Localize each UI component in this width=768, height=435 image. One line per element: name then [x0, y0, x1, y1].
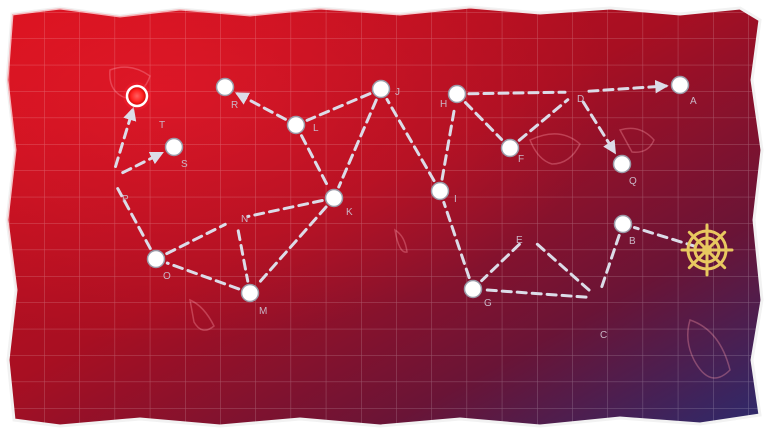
route-P-S [121, 151, 164, 175]
node-label-G: G [484, 298, 492, 309]
node-label-O: O [163, 271, 171, 282]
map-node-I[interactable] [430, 181, 450, 201]
route-K-M [256, 205, 328, 286]
route-K-N [246, 199, 324, 218]
node-label-T: T [159, 120, 165, 131]
map-node-S[interactable] [164, 137, 184, 157]
ship-wheel-icon[interactable] [680, 223, 734, 277]
node-label-H: H [440, 99, 447, 110]
node-label-P: P [122, 194, 129, 205]
map-node-T[interactable] [123, 82, 151, 110]
map-node-H[interactable] [447, 84, 467, 104]
map-node-R[interactable] [215, 77, 235, 97]
node-label-S: S [181, 159, 188, 170]
node-label-B: B [629, 236, 636, 247]
node-labels: A B C D E F G H I J K L M N O P Q R S T [122, 87, 697, 341]
route-I-J [385, 97, 436, 183]
boss-node-icon [125, 84, 149, 108]
route-J-K [337, 98, 378, 189]
map-grid [7, 7, 762, 426]
node-label-L: L [313, 123, 319, 134]
route-C-G [483, 288, 588, 299]
map-node-J[interactable] [371, 79, 391, 99]
route-B-C [600, 233, 621, 289]
map-node-B[interactable] [613, 214, 633, 234]
route-P-T [113, 106, 137, 169]
route-E-G [480, 242, 521, 283]
node-label-C: C [600, 330, 607, 341]
map-node-Q[interactable] [612, 154, 632, 174]
route-M-O [165, 261, 241, 291]
node-label-Q: Q [629, 176, 637, 187]
node-label-J: J [395, 87, 400, 98]
route-O-N [165, 222, 227, 256]
node-label-A: A [690, 96, 697, 107]
map-node-M[interactable] [240, 283, 260, 303]
route-I-H [440, 104, 457, 181]
route-O-P [116, 187, 152, 250]
route-N-M [236, 229, 250, 283]
map-node-O[interactable] [146, 249, 166, 269]
route-D-A [587, 79, 669, 94]
map-node-L[interactable] [286, 115, 306, 135]
map-node-G[interactable] [463, 279, 483, 299]
map-nodes [123, 75, 734, 303]
map-node-A[interactable] [670, 75, 690, 95]
node-label-N: N [241, 214, 248, 225]
route-lines [113, 79, 698, 299]
route-C-E [535, 242, 591, 292]
node-label-E: E [516, 235, 523, 246]
node-label-D: D [577, 94, 584, 105]
node-label-I: I [454, 194, 457, 205]
route-D-Q [581, 100, 617, 155]
route-start-B [632, 226, 698, 248]
route-H-D [467, 90, 567, 96]
route-L-K [300, 134, 330, 189]
node-label-M: M [259, 306, 267, 317]
map-node-F[interactable] [500, 138, 520, 158]
node-label-R: R [231, 100, 238, 111]
node-label-F: F [518, 154, 524, 165]
route-L-R [234, 92, 287, 121]
node-label-K: K [346, 207, 353, 218]
map-node-K[interactable] [324, 188, 344, 208]
route-F-D [517, 98, 570, 142]
route-G-I [442, 200, 471, 280]
route-H-F [463, 101, 504, 141]
route-J-L [305, 92, 372, 122]
